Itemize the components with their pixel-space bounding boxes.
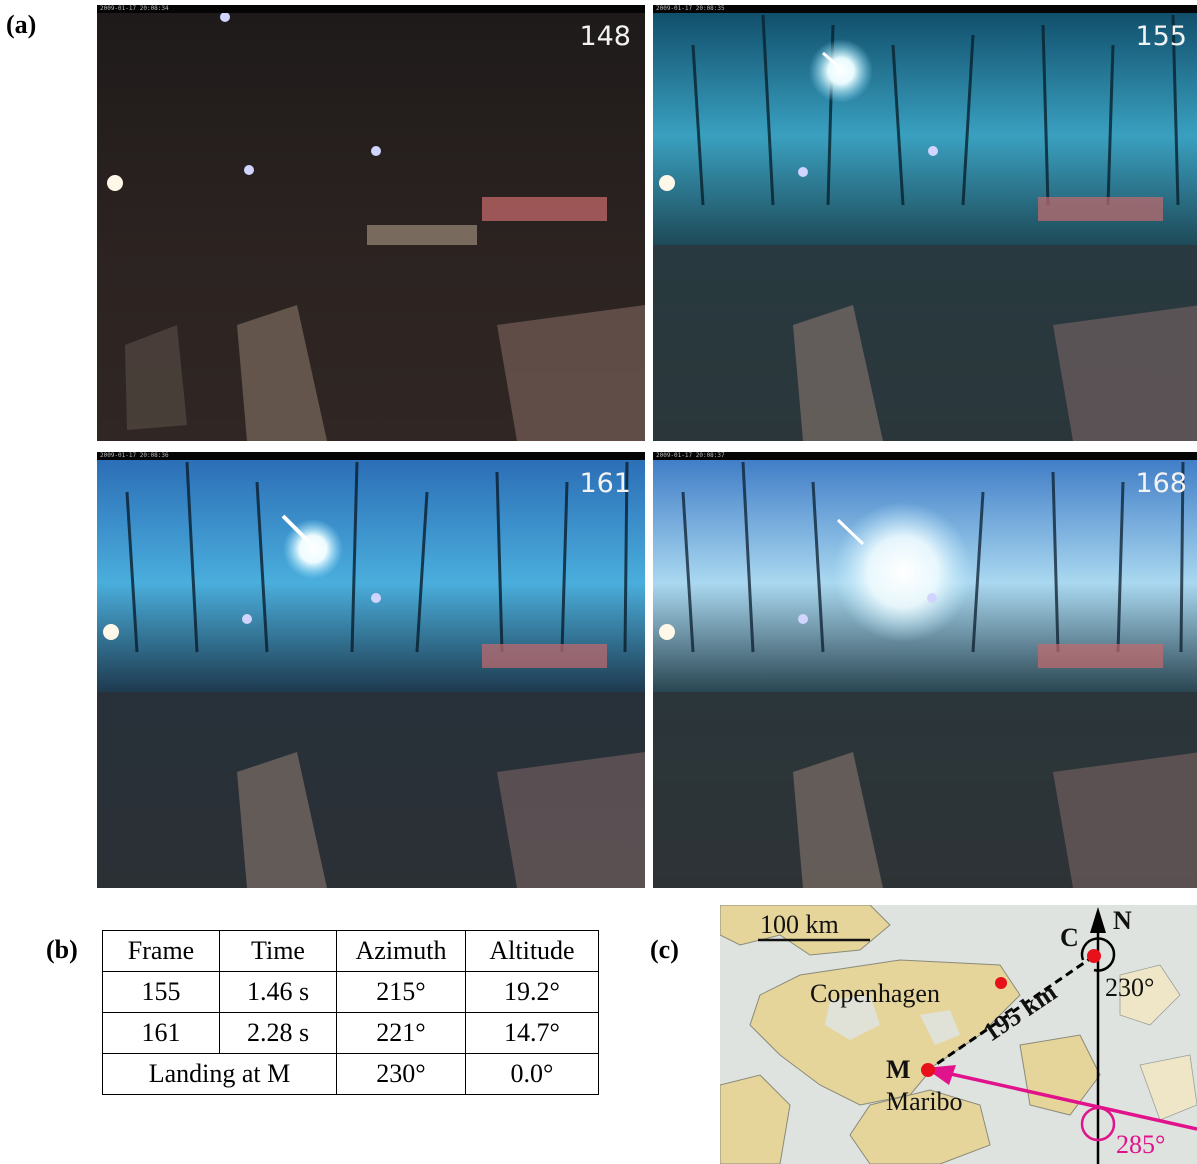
cell-azimuth: 215° <box>336 971 466 1013</box>
panel-label-a: (a) <box>6 10 37 39</box>
point-c-label: C <box>1060 923 1079 952</box>
azimuth-c-label: 230° <box>1105 973 1155 1002</box>
point-m-label: M <box>886 1055 911 1084</box>
north-arrowhead <box>1090 907 1106 933</box>
point-m-dot <box>921 1063 935 1077</box>
frame-number: 155 <box>1135 21 1187 52</box>
dashed-line-c-m <box>927 954 1095 1072</box>
panel-label-b: (b) <box>46 935 78 964</box>
direction-arc <box>1080 1106 1116 1142</box>
frame-number: 148 <box>579 21 631 52</box>
header-altitude: Altitude <box>465 930 599 972</box>
frame-155-image <box>653 5 1197 441</box>
video-frame-168: 2009-01-17 20:08:37 168 <box>653 452 1197 888</box>
table-row: 161 2.28 s 221° 14.7° <box>102 1012 599 1054</box>
frame-number: 161 <box>579 468 631 499</box>
land-sweden-coast <box>1119 964 1181 1026</box>
cell-frame: 161 <box>102 1012 220 1054</box>
land-lolland <box>849 1089 991 1164</box>
header-time: Time <box>219 930 337 972</box>
video-frame-148: 2009-01-17 20:08:34 148 <box>97 5 645 441</box>
maribo-label: Maribo <box>886 1087 963 1116</box>
land-east-coast <box>1139 1054 1197 1121</box>
cell-altitude: 19.2° <box>465 971 599 1013</box>
panel-label-c: (c) <box>650 935 679 964</box>
frame-148-image <box>97 5 645 441</box>
trajectory-map: 100 km N C Copenhagen 230° 195 km M Mari… <box>720 905 1197 1164</box>
cell-time: 2.28 s <box>219 1012 337 1054</box>
table-row-landing: Landing at M 230° 0.0° <box>102 1053 599 1095</box>
cell-frame: 155 <box>102 971 220 1013</box>
video-frame-161: 2009-01-17 20:08:36 161 <box>97 452 645 888</box>
frame-timestamp: 2009-01-17 20:08:34 <box>100 5 169 12</box>
frame-168-image <box>653 452 1197 888</box>
land-north-west <box>720 905 891 956</box>
map-graphic <box>720 905 1197 1164</box>
frame-161-image <box>97 452 645 888</box>
header-azimuth: Azimuth <box>336 930 466 972</box>
header-frame: Frame <box>102 930 220 972</box>
timestamp-bar <box>653 452 1197 460</box>
inner-water <box>825 995 880 1040</box>
observation-table: Frame Time Azimuth Altitude 155 1.46 s 2… <box>102 930 599 1095</box>
cell-altitude: 0.0° <box>465 1053 599 1095</box>
frame-timestamp: 2009-01-17 20:08:36 <box>100 452 169 459</box>
copenhagen-label: Copenhagen <box>810 979 940 1008</box>
frame-timestamp: 2009-01-17 20:08:37 <box>656 452 725 459</box>
copenhagen-dot <box>995 977 1007 989</box>
timestamp-bar <box>97 452 645 460</box>
direction-label: 285° <box>1116 1130 1166 1159</box>
cell-altitude: 14.7° <box>465 1012 599 1054</box>
scale-label: 100 km <box>760 910 839 939</box>
north-label: N <box>1113 906 1132 935</box>
timestamp-bar <box>653 5 1197 13</box>
cell-azimuth: 230° <box>336 1053 466 1095</box>
azimuth-arc-c <box>1080 937 1116 972</box>
table-row: 155 1.46 s 215° 19.2° <box>102 971 599 1013</box>
inner-water <box>920 1010 960 1045</box>
frame-timestamp: 2009-01-17 20:08:35 <box>656 5 725 12</box>
cell-azimuth: 221° <box>336 1012 466 1054</box>
table-header-row: Frame Time Azimuth Altitude <box>102 930 599 972</box>
frame-number: 168 <box>1135 468 1187 499</box>
point-c-dot <box>1087 949 1101 963</box>
trajectory-line <box>941 1070 1197 1131</box>
land-south-west <box>720 1074 791 1164</box>
timestamp-bar <box>97 5 645 13</box>
cell-time: 1.46 s <box>219 971 337 1013</box>
video-frame-155: 2009-01-17 20:08:35 155 <box>653 5 1197 441</box>
cell-landing-label: Landing at M <box>102 1053 337 1095</box>
